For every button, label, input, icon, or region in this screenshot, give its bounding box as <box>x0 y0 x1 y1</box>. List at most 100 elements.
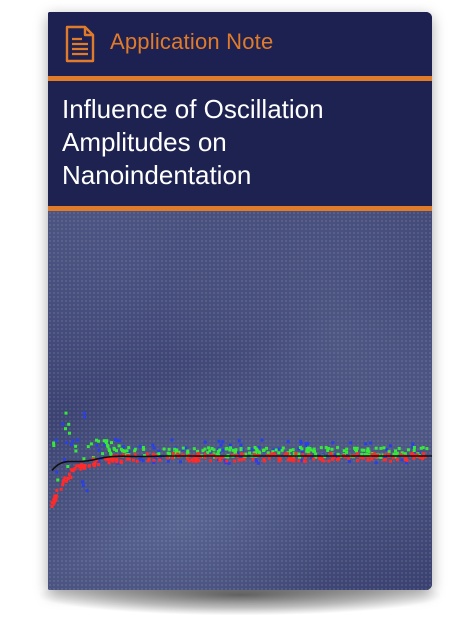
plot-point-green <box>212 448 216 452</box>
plot-point-blue <box>237 439 241 443</box>
plot-point-red <box>92 463 96 467</box>
plot-point-blue <box>166 459 170 463</box>
plot-point-red <box>391 456 395 460</box>
plot-point-green <box>265 446 268 450</box>
plot-point-red <box>115 457 119 461</box>
plot-point-blue <box>97 459 101 463</box>
plot-point-blue <box>304 441 308 445</box>
plot-point-green <box>253 446 257 449</box>
plot-point-blue <box>138 457 142 461</box>
plot-point-red <box>197 452 201 456</box>
plot-point-blue <box>54 438 58 442</box>
plot-point-green <box>314 452 318 456</box>
plot-point-blue <box>400 458 404 462</box>
plot-point-red <box>54 498 57 502</box>
plot-point-blue <box>364 442 368 446</box>
plot-point-green <box>403 452 407 456</box>
plot-point-blue <box>82 411 86 415</box>
plot-point-blue <box>157 449 161 453</box>
plot-point-red <box>370 453 374 456</box>
plot-point-blue <box>411 442 415 446</box>
plot-point-green <box>342 449 346 453</box>
plot-point-blue <box>97 448 101 452</box>
plot-point-green <box>113 447 117 451</box>
plot-point-green <box>365 452 369 456</box>
plot-point-green <box>336 446 340 450</box>
plot-point-red <box>122 453 126 457</box>
plot-point-red <box>187 459 191 463</box>
plot-point-green <box>394 449 397 453</box>
plot-point-blue <box>331 441 335 445</box>
plot-point-red <box>422 452 426 456</box>
plot-point-red <box>356 459 360 463</box>
plot-point-green <box>319 446 323 450</box>
plot-point-green <box>64 427 67 431</box>
plot-point-green <box>425 447 429 451</box>
plot-point-red <box>83 466 86 470</box>
plot-point-green <box>102 439 106 443</box>
plot-point-green <box>355 449 358 453</box>
plot-point-blue <box>141 459 145 463</box>
plot-point-red <box>66 477 70 481</box>
title-line-1: Influence of Oscillation <box>62 94 324 124</box>
plot-point-green <box>326 449 330 452</box>
plot-point-green <box>64 411 68 415</box>
plot-point-red <box>269 452 273 456</box>
plot-point-green <box>271 450 275 454</box>
plot-point-green <box>345 447 349 451</box>
plot-point-green <box>382 446 386 450</box>
plot-point-blue <box>224 461 228 465</box>
plot-point-red <box>329 452 333 456</box>
plot-point-red <box>146 459 150 463</box>
application-note-label: Application Note <box>110 29 274 54</box>
plot-point-green <box>74 444 78 448</box>
plot-point-blue <box>118 439 122 443</box>
plot-point-green <box>216 450 220 453</box>
plot-point-red <box>292 459 296 463</box>
plot-point-blue <box>227 461 231 465</box>
plot-point-green <box>206 451 210 455</box>
plot-point-red <box>62 478 66 482</box>
plot-point-red <box>61 483 65 487</box>
plot-point-blue <box>277 447 281 451</box>
plot-point-red <box>288 456 292 460</box>
plot-point-red <box>252 453 256 457</box>
plot-point-green <box>196 449 200 453</box>
plot-point-red <box>77 464 81 468</box>
plot-point-blue <box>71 439 75 443</box>
plot-point-blue <box>95 443 99 447</box>
plot-point-green <box>95 438 98 442</box>
plot-point-green <box>234 451 237 454</box>
cover-header: Application Note <box>48 12 432 76</box>
plot-point-blue <box>158 456 162 460</box>
plot-point-green <box>362 448 366 452</box>
plot-point-red <box>286 458 290 462</box>
plot-point-green <box>201 449 205 453</box>
document-cover[interactable]: Application Note Influence of Oscillatio… <box>48 12 432 590</box>
plot-point-red <box>374 455 378 459</box>
plot-point-red <box>239 452 243 456</box>
plot-point-red <box>383 453 387 457</box>
plot-point-red <box>384 458 387 461</box>
plot-point-blue <box>300 458 304 462</box>
plot-point-red <box>91 457 95 461</box>
plot-point-blue <box>81 484 85 488</box>
plot-point-red <box>197 459 201 463</box>
plot-point-blue <box>122 445 126 449</box>
plot-point-green <box>379 446 383 450</box>
plot-point-red <box>65 479 68 483</box>
plot-point-red <box>55 494 59 498</box>
plot-point-red <box>135 459 139 463</box>
plot-point-red <box>366 458 370 462</box>
plot-point-green <box>229 446 232 450</box>
plot-point-red <box>67 472 71 476</box>
plot-point-green <box>292 451 296 455</box>
plot-point-red <box>387 452 391 456</box>
plot-point-green <box>397 447 401 450</box>
plot-point-blue <box>63 458 67 461</box>
plot-point-green <box>266 451 270 455</box>
plot-point-blue <box>334 456 338 460</box>
plot-point-blue <box>299 439 303 443</box>
plot-point-blue <box>236 451 240 455</box>
plot-point-red <box>294 452 298 456</box>
